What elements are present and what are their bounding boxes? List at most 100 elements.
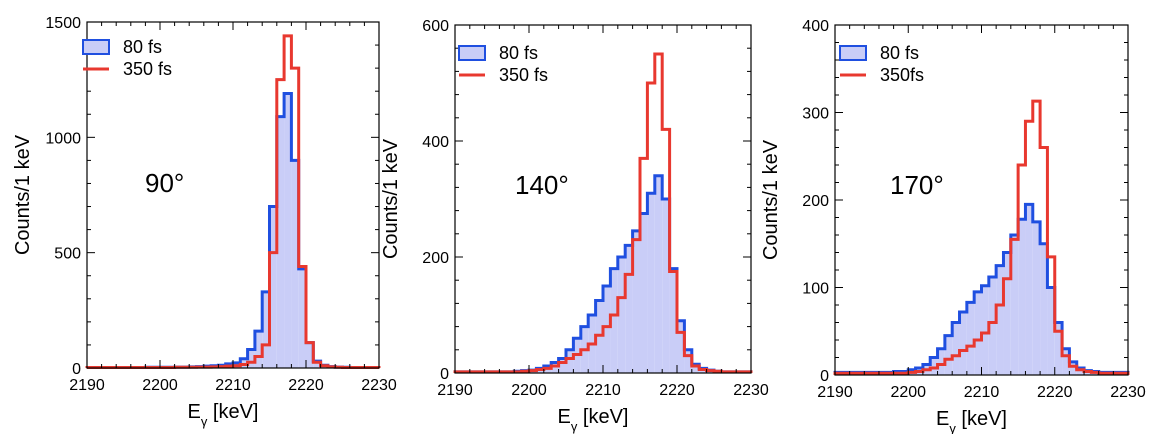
chart-170-degrees: 2190 2200 2210 2220 2230 0 100 200 300 400 Counts…	[760, 18, 1146, 434]
bar-80fs-2220	[677, 320, 685, 373]
series-80fs-outline	[833, 202, 1130, 375]
bar-80fs-2212	[996, 265, 1004, 375]
bar-80fs-2221	[313, 361, 321, 368]
bar-80fs-2213	[254, 331, 263, 368]
legend-label-350fs: 350 fs	[123, 59, 172, 79]
bar-80fs-2204	[937, 348, 945, 375]
bar-80fs-2218	[291, 160, 299, 368]
x-tick-label: 2220	[659, 382, 695, 399]
bar-80fs-2214	[1010, 235, 1019, 375]
y-tick-label: 200	[422, 250, 449, 267]
bar-80fs-2205	[944, 335, 953, 375]
bar-80fs-2203	[930, 357, 938, 375]
legend: 80 fs 350 fs	[82, 37, 172, 79]
bar-80fs-2205	[566, 349, 574, 373]
bar-80fs-2214	[632, 230, 640, 373]
bar-80fs-2221	[684, 349, 692, 373]
bar-80fs-2207	[959, 312, 967, 375]
y-axis-label: Counts/1 keV	[12, 134, 34, 255]
x-tick-label: 2210	[585, 382, 621, 399]
series-350fs-outline	[453, 52, 753, 374]
bar-80fs-2223	[1076, 368, 1085, 375]
bar-80fs-2213	[1003, 252, 1011, 375]
bar-80fs-2215	[1018, 219, 1026, 375]
series-350fs-outline	[85, 34, 381, 370]
bar-80fs-2212	[617, 257, 626, 373]
legend-label-80fs: 80 fs	[123, 37, 162, 57]
y-tick-label: 400	[422, 134, 449, 151]
y-tick-label: 300	[802, 106, 829, 123]
bar-80fs-2222	[691, 364, 700, 373]
bar-80fs-2206	[952, 322, 960, 375]
bar-80fs-2217	[654, 175, 663, 373]
bar-80fs-2218	[1040, 243, 1048, 375]
x-tick-label: 2220	[288, 377, 324, 394]
legend: 80 fs 350fs	[839, 43, 924, 85]
bar-80fs-2216	[1025, 204, 1033, 375]
x-tick-label: 2230	[733, 382, 769, 399]
x-axis-label: Eγ [keV]	[188, 401, 259, 429]
tick-labels: 2190 2200 2210 2220 2230 0 200 400 600	[422, 18, 769, 399]
legend-swatch-80fs	[82, 39, 110, 55]
bar-80fs-2219	[298, 268, 306, 368]
bar-80fs-2213	[625, 245, 633, 373]
y-tick-label: 1000	[45, 130, 81, 147]
bar-80fs-2211	[988, 277, 997, 375]
x-tick-label: 2200	[890, 384, 926, 401]
legend-label-350fs: 350 fs	[499, 65, 548, 85]
bar-80fs-2210	[981, 285, 989, 375]
y-tick-label: 1500	[45, 15, 81, 32]
legend-swatch-80fs	[839, 45, 867, 61]
bar-80fs-2214	[262, 291, 270, 368]
legend-label-80fs: 80 fs	[499, 43, 538, 63]
bar-80fs-2215	[269, 206, 277, 368]
x-tick-label: 2190	[69, 377, 105, 394]
y-tick-label: 0	[72, 361, 81, 378]
bar-80fs-2221	[1062, 348, 1070, 375]
x-tick-label: 2190	[817, 384, 853, 401]
y-tick-label: 200	[802, 193, 829, 210]
chart-90-degrees: 2190 2200 2210 2220 2230 0 500 1000 1500 Counts/…	[12, 15, 397, 429]
bar-80fs-2210	[603, 286, 611, 373]
bar-80fs-2222	[1069, 361, 1077, 375]
bar-80fs-2219	[669, 268, 677, 373]
series-80fs-outline	[85, 92, 381, 370]
series-80fs-bars	[455, 175, 751, 373]
bar-80fs-2216	[647, 193, 655, 373]
bar-80fs-2217	[284, 93, 292, 369]
legend-swatch-80fs	[458, 45, 486, 61]
bar-80fs-2220	[1054, 322, 1063, 375]
bar-80fs-2211	[610, 268, 618, 373]
y-tick-label: 600	[422, 18, 449, 35]
y-axis-label: Counts/1 keV	[380, 138, 402, 259]
bar-80fs-2217	[1032, 221, 1041, 375]
bar-80fs-2209	[974, 291, 982, 375]
tick-labels: 2190 2200 2210 2220 2230 0 500 1000 1500	[45, 15, 396, 394]
y-tick-label: 0	[440, 366, 449, 383]
legend-label-350fs: 350fs	[880, 65, 924, 85]
x-axis-label: Eγ [keV]	[558, 406, 629, 434]
chart-140-degrees: 2190 2200 2210 2220 2230 0 200 400 600 Counts/1 …	[380, 18, 769, 434]
y-tick-label: 400	[802, 18, 829, 35]
x-axis-label: Eγ [keV]	[936, 408, 1007, 434]
series-80fs-bars	[87, 93, 379, 369]
y-axis-label: Counts/1 keV	[760, 139, 782, 260]
bar-80fs-2215	[640, 213, 648, 373]
x-tick-label: 2190	[437, 382, 473, 399]
legend: 80 fs 350 fs	[458, 43, 548, 85]
axis-ticks	[454, 24, 752, 374]
y-tick-label: 100	[802, 281, 829, 298]
x-tick-label: 2200	[511, 382, 547, 399]
angle-annotation: 170°	[890, 170, 944, 200]
series-350fs-outline	[833, 99, 1130, 375]
bar-80fs-2208	[966, 302, 975, 375]
x-tick-label: 2210	[964, 384, 1000, 401]
bar-80fs-2216	[276, 116, 285, 368]
y-tick-label: 500	[54, 246, 81, 263]
bar-80fs-2218	[662, 199, 670, 373]
bar-80fs-2204	[558, 358, 566, 373]
x-tick-label: 2230	[361, 377, 397, 394]
tick-labels: 2190 2200 2210 2220 2230 0 100 200 300 400	[802, 18, 1146, 401]
angle-annotation: 140°	[515, 170, 569, 200]
